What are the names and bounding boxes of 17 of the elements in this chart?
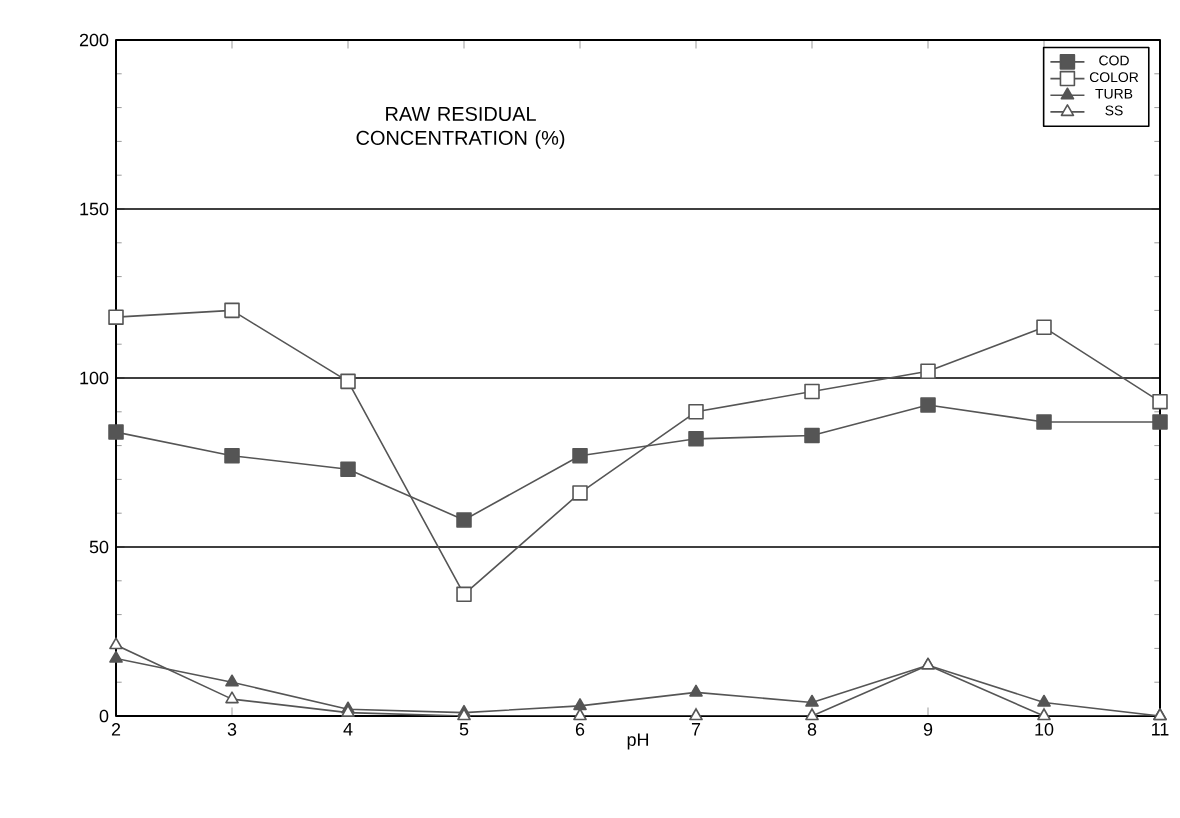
x-axis-title: pH <box>627 733 649 750</box>
y-tick-label: 100 <box>80 371 109 385</box>
x-tick-label: 9 <box>923 723 933 736</box>
x-tick-label: 7 <box>691 723 701 736</box>
x-tick-label: 4 <box>343 723 353 736</box>
x-tick-label: 11 <box>1152 723 1169 736</box>
x-tick-label: 10 <box>1035 723 1054 736</box>
y-tick-label: 50 <box>89 540 109 554</box>
y-tick-label: 0 <box>99 709 109 723</box>
x-tick-label: 5 <box>459 723 469 736</box>
x-tick-label: 8 <box>807 723 817 736</box>
x-tick-label: 3 <box>227 723 237 736</box>
x-tick-label: 2 <box>111 723 121 736</box>
x-tick-label: 6 <box>575 723 585 736</box>
text: RAW RESIDUAL CONCENTRATION (%) <box>356 106 565 149</box>
y-tick-label: 200 <box>79 33 109 47</box>
y-tick-label: 150 <box>80 202 109 216</box>
